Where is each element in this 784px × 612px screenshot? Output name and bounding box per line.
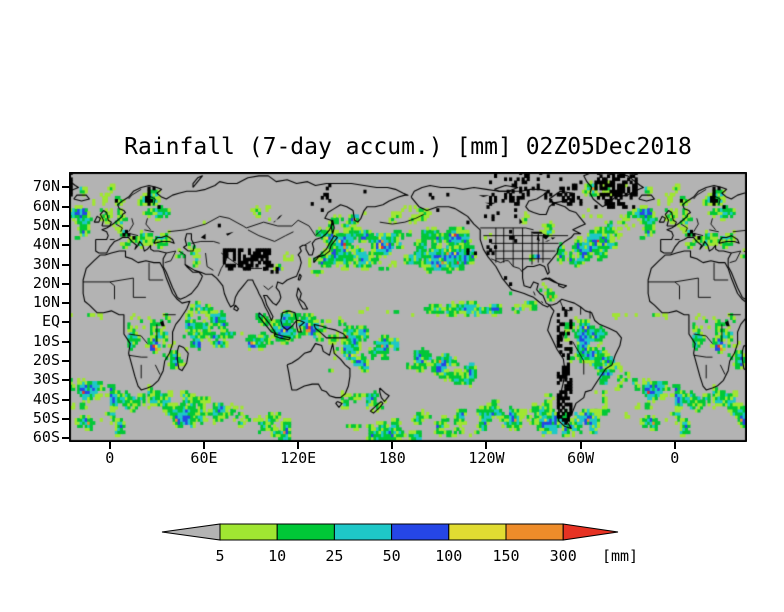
colorbar-segment <box>333 523 393 541</box>
lon-tick <box>391 442 394 449</box>
lat-tick-label: 30N <box>32 254 60 273</box>
lat-tick <box>62 379 69 382</box>
lat-tick <box>62 417 69 420</box>
lon-tick <box>485 442 488 449</box>
colorbar-above-arrow <box>562 523 619 541</box>
colorbar-unit-label: [mm] <box>602 547 638 565</box>
lat-tick-label: 60S <box>32 428 60 447</box>
colorbar-tick-label: 10 <box>268 547 286 565</box>
lon-tick-label: 120W <box>468 449 505 467</box>
lat-tick-label: 10S <box>32 331 60 350</box>
lat-tick-label: 40S <box>32 389 60 408</box>
lat-tick-label: 60N <box>32 196 60 215</box>
lat-tick-label: 50N <box>32 216 60 234</box>
colorbar-tick-label: 300 <box>550 547 577 565</box>
lat-tick <box>62 437 69 440</box>
colorbar-tick-label: 5 <box>215 547 224 565</box>
lat-tick <box>62 244 69 247</box>
lon-tick <box>202 442 205 449</box>
lat-tick <box>62 340 69 343</box>
lat-tick <box>62 282 69 285</box>
lon-tick <box>297 442 300 449</box>
colorbar-tick-label: 150 <box>492 547 519 565</box>
lat-tick-label: 30S <box>32 370 60 389</box>
colorbar-legend: 5 10 25 50 100 150 300 [mm] <box>161 523 638 565</box>
lat-tick <box>62 321 69 324</box>
lon-tick <box>673 442 676 449</box>
colorbar-segment <box>448 523 507 541</box>
lon-tick-label: 120E <box>280 449 317 467</box>
colorbar-below-arrow <box>161 523 221 541</box>
lon-tick-label: 60W <box>567 449 595 467</box>
lat-tick <box>62 205 69 208</box>
lat-tick <box>62 186 69 189</box>
lat-tick <box>62 263 69 266</box>
colorbar-segment <box>219 523 278 541</box>
colorbar-segment <box>505 523 564 541</box>
lat-tick <box>62 302 69 305</box>
lon-tick-label: 0 <box>670 449 680 467</box>
lat-tick-label: 70N <box>32 177 60 196</box>
lat-tick <box>62 398 69 401</box>
lon-tick-label: 60E <box>190 449 218 467</box>
page-title: Rainfall (7-day accum.) [mm] 02Z05Dec201… <box>124 134 692 160</box>
colorbar-segment <box>276 523 335 541</box>
lat-tick <box>62 225 69 227</box>
lat-tick-label: EQ <box>41 312 60 331</box>
colorbar-tick-label: 50 <box>383 547 401 565</box>
lon-tick-label: 180 <box>378 449 406 467</box>
lat-tick-label: 10N <box>32 293 60 312</box>
world-rainfall-map <box>69 172 747 442</box>
lat-tick-label: 20S <box>32 351 60 369</box>
lon-tick <box>108 442 111 449</box>
colorbar-segment <box>391 523 450 541</box>
lon-tick-label: 0 <box>105 449 115 467</box>
lat-tick-label: 20N <box>32 273 60 292</box>
colorbar-tick-label: 100 <box>435 547 462 565</box>
lat-tick-label: 40N <box>32 235 60 254</box>
lon-tick <box>579 442 582 449</box>
colorbar-tick-label: 25 <box>325 547 343 565</box>
lat-tick-label: 50S <box>32 408 60 427</box>
lat-tick <box>62 360 69 362</box>
